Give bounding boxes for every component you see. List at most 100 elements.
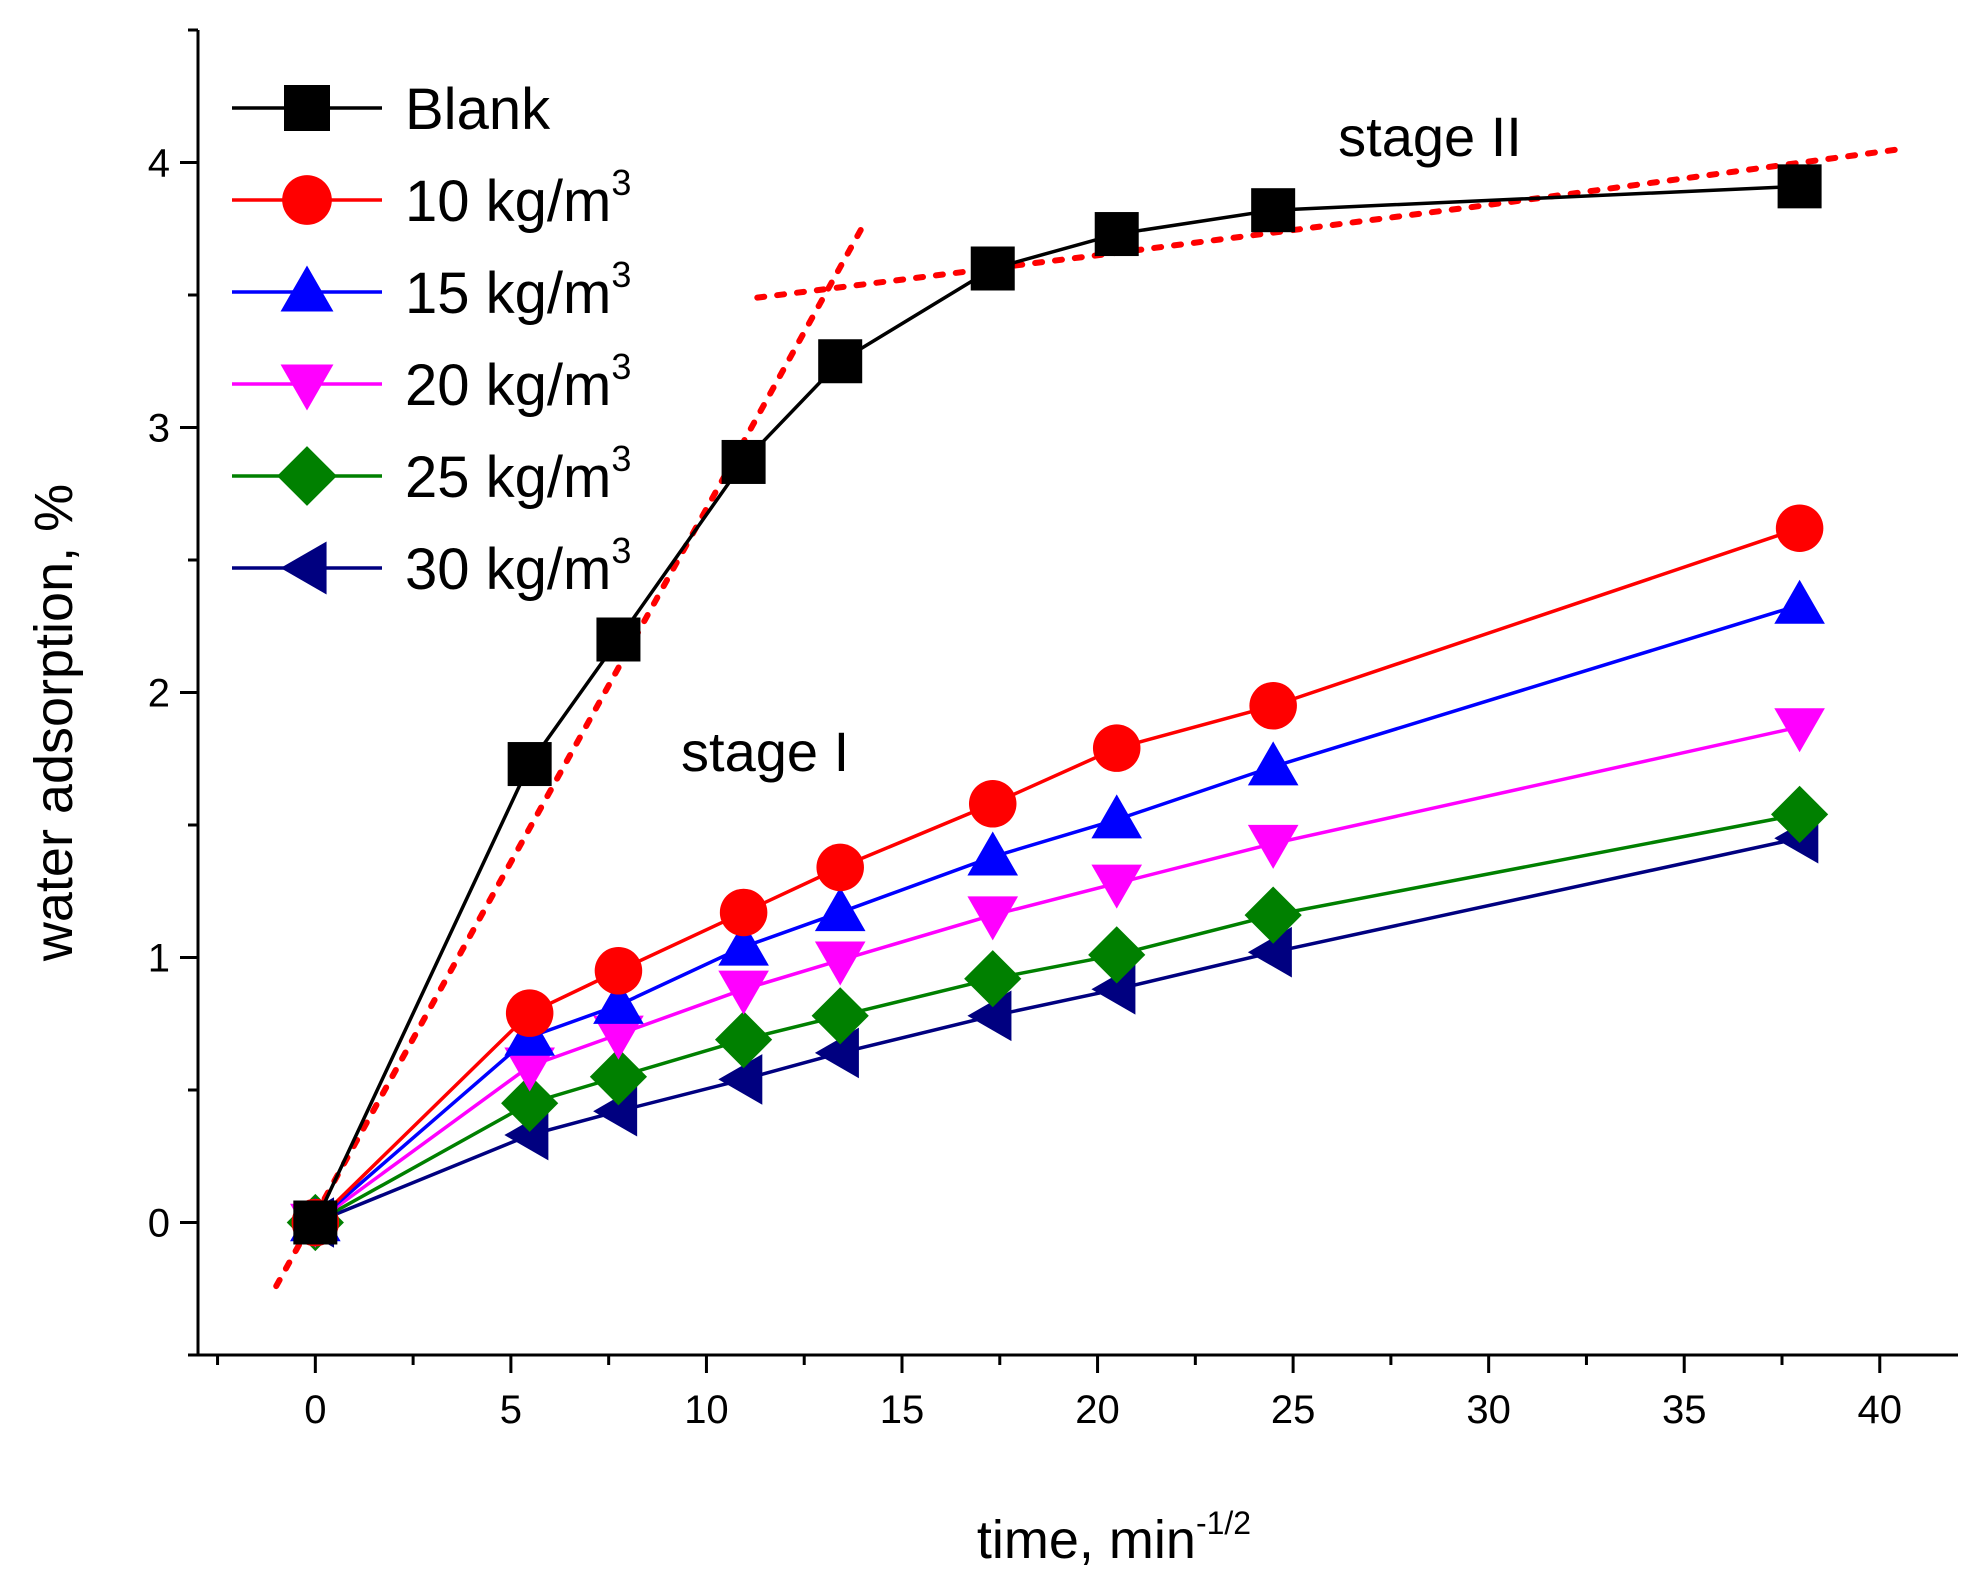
legend-label: 25 kg/m3 [405,438,631,510]
x-tick-label: 35 [1662,1388,1707,1432]
y-axis-title: water adsorption, % [24,484,84,962]
x-tick-label: 25 [1271,1388,1316,1432]
legend-label-text: 10 kg/m [405,169,611,234]
data-point [1247,741,1299,786]
legend-label-superscript: 3 [611,162,631,203]
x-tick-label: 20 [1075,1388,1120,1432]
data-point [1091,864,1143,909]
legend-label-text: 15 kg/m [405,261,611,326]
series-0 [293,164,1822,1245]
x-tick-label: 30 [1466,1388,1511,1432]
data-point [816,843,864,892]
data-point [596,617,641,662]
data-point [593,1085,638,1137]
legend-label-text: 30 kg/m [405,537,611,602]
data-point [967,896,1019,941]
legend-marker [280,265,334,312]
data-point [1247,926,1292,978]
legend-marker [277,446,337,506]
data-point [504,1047,555,1092]
legend-label: Blank [405,77,551,142]
fit-line-1 [273,223,866,1290]
legend-item: 25 kg/m3 [232,438,631,510]
data-point [1091,964,1136,1015]
data-point [1092,724,1141,772]
legend-marker [282,175,332,225]
data-point [814,1027,859,1079]
data-point [818,339,863,384]
y-tick-label: 2 [148,672,170,716]
data-point [507,742,552,787]
data-point [1088,926,1146,984]
y-tick-label: 3 [148,407,170,451]
legend-label-text: Blank [405,77,551,142]
legend-label: 10 kg/m3 [405,162,631,234]
data-point [1774,579,1825,624]
legend-label: 30 kg/m3 [405,530,631,602]
x-axis-title-superscript: -1/2 [1196,1505,1251,1541]
data-point [1244,886,1302,944]
data-point [967,990,1012,1042]
data-point [967,831,1019,876]
legend-marker [280,364,334,411]
legend-label-text: 20 kg/m [405,353,611,418]
data-point [718,970,769,1015]
data-point [718,921,769,966]
legend-item: 30 kg/m3 [232,530,631,602]
data-point [593,1015,644,1060]
legend-marker [284,85,330,131]
x-axis-title-text: time, min [977,1510,1196,1570]
data-point [1247,824,1299,869]
legend-label: 15 kg/m3 [405,254,631,326]
legend-label-superscript: 3 [611,346,631,387]
legend-label: 20 kg/m3 [405,346,631,418]
data-point [1249,681,1297,730]
data-point [970,246,1015,291]
legend-item: 20 kg/m3 [232,346,631,418]
series-layer [286,164,1829,1252]
data-point [593,979,644,1024]
data-point [505,989,554,1037]
data-point [293,1200,338,1245]
legend-label-text: 25 kg/m [405,445,611,510]
data-point [1775,504,1824,552]
data-point [589,1048,648,1106]
annotation-2: stage I [681,720,849,783]
legend-label-superscript: 3 [611,438,631,479]
data-point [1771,785,1829,843]
data-point [718,1054,763,1105]
x-tick-label: 40 [1858,1388,1903,1432]
data-point [501,1074,559,1132]
x-tick-label: 0 [304,1388,326,1432]
legend-marker [280,541,327,595]
data-point [968,780,1017,828]
annotation-1: stage II [1338,105,1522,168]
data-point [719,888,768,937]
data-point [1094,212,1139,257]
series-4 [286,785,1829,1252]
x-tick-label: 5 [500,1388,522,1432]
legend-item: 15 kg/m3 [232,254,631,326]
x-tick-label: 15 [880,1388,925,1432]
data-point [715,1011,773,1069]
data-point [1777,164,1822,209]
y-tick-label: 1 [148,937,170,981]
data-point [814,887,866,932]
data-point [1251,188,1296,233]
y-tick-label: 0 [148,1202,170,1246]
y-tick-label: 4 [148,142,170,186]
data-point [811,987,869,1045]
data-point [721,439,766,484]
data-point [1774,708,1825,753]
legend-label-superscript: 3 [611,530,631,571]
legend-item: 10 kg/m3 [232,162,631,234]
data-point [814,941,866,986]
axes [180,28,1958,1373]
x-axis-title: time, min-1/2 [977,1505,1251,1570]
legend-label-superscript: 3 [611,254,631,295]
data-point [1091,794,1143,839]
data-point [964,950,1022,1008]
